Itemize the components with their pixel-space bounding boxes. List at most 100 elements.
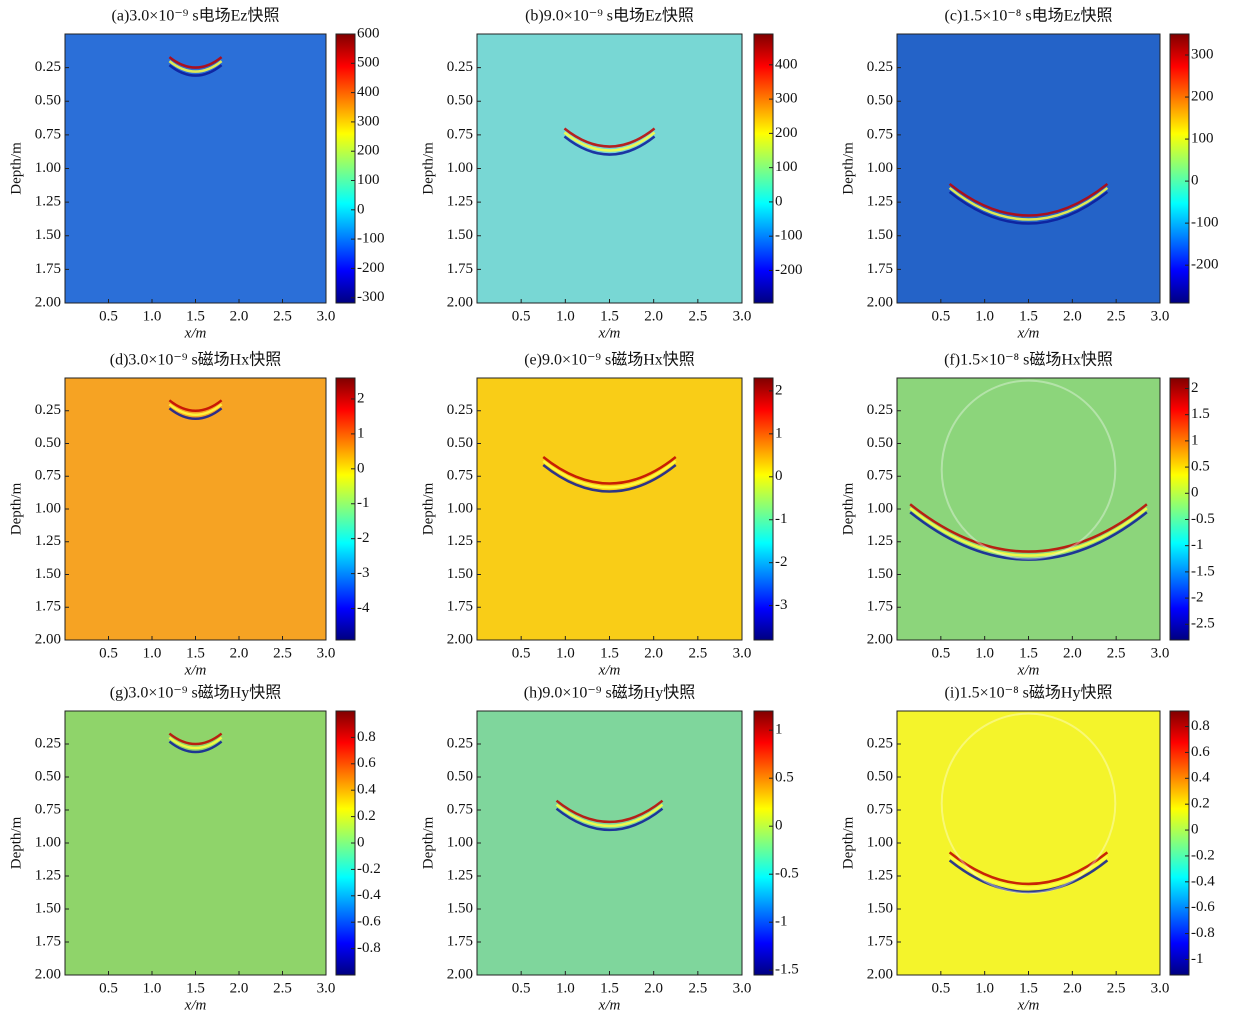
wavefront-band xyxy=(948,859,1109,894)
colorbar-tick-label: 0 xyxy=(775,193,783,209)
y-tick-label: 1.25 xyxy=(867,867,893,883)
x-axis-label: x/m xyxy=(598,997,621,1013)
y-tick-label: 0.75 xyxy=(447,126,473,142)
colorbar-tick-label: 0.2 xyxy=(357,808,376,824)
y-tick-label: 0.50 xyxy=(447,93,473,109)
y-tick-label: 1.25 xyxy=(35,533,61,549)
x-tick-label: 2.5 xyxy=(688,980,707,996)
y-tick-label: 1.25 xyxy=(867,194,893,210)
colorbar-tick-label: 1 xyxy=(775,425,783,441)
y-tick-label: 0.75 xyxy=(35,801,61,817)
colorbar-tick-label: -200 xyxy=(1191,257,1219,273)
wavefront-band xyxy=(948,855,1109,890)
heatmap-field xyxy=(896,33,1161,304)
x-tick-label: 0.5 xyxy=(99,645,118,661)
y-tick-label: 0.25 xyxy=(35,402,61,418)
wavefront-band xyxy=(168,56,223,69)
colorbar-tick-label: 0.2 xyxy=(1191,796,1210,812)
wavefront-band xyxy=(542,456,677,485)
colorbar-tick-label: 0.4 xyxy=(357,782,376,798)
chart-title: (b)9.0×10⁻⁹ s电场Ez快照 xyxy=(525,7,694,25)
wavefront-band xyxy=(168,407,223,420)
chart-title: (a)3.0×10⁻⁹ s电场Ez快照 xyxy=(112,7,280,25)
colorbar-tick-label: -1 xyxy=(357,495,370,511)
y-tick-label: 0.50 xyxy=(35,435,61,451)
wavefront-band xyxy=(563,131,656,152)
x-tick-label: 1.5 xyxy=(1019,645,1038,661)
colorbar-tick-label: 2 xyxy=(1191,380,1199,396)
x-tick-label: 3.0 xyxy=(317,980,336,996)
colorbar-tick-label: 0.8 xyxy=(1191,718,1210,734)
y-axis-label: Depth/m xyxy=(8,482,24,535)
colorbar-tick-label: 1 xyxy=(357,425,365,441)
colorbar-tick-label: 2 xyxy=(775,382,783,398)
colorbar xyxy=(335,33,356,304)
y-tick-label: 0.25 xyxy=(35,735,61,751)
y-tick-label: 0.25 xyxy=(867,59,893,75)
wavefront xyxy=(168,399,223,420)
colorbar-tick-label: -0.5 xyxy=(1191,511,1215,527)
x-axis-label: x/m xyxy=(598,325,621,341)
heatmap-field xyxy=(64,710,327,976)
y-tick-label: 0.25 xyxy=(867,735,893,751)
y-tick-label: 1.00 xyxy=(867,500,893,516)
x-tick-label: 0.5 xyxy=(99,980,118,996)
colorbar-tick-label: 600 xyxy=(357,25,380,41)
colorbar-tick-label: -100 xyxy=(357,231,385,247)
colorbar-tick-label: 100 xyxy=(1191,131,1214,147)
colorbar xyxy=(335,377,356,641)
x-tick-label: 1.0 xyxy=(975,980,994,996)
wavefront xyxy=(948,182,1109,225)
y-tick-label: 1.00 xyxy=(447,500,473,516)
colorbar-tick-label: -2.5 xyxy=(1191,616,1215,632)
colorbar xyxy=(753,377,774,641)
colorbar-tick-label: -200 xyxy=(357,260,385,276)
colorbar-tick-label: 0 xyxy=(357,834,365,850)
colorbar-tick-label: 400 xyxy=(775,56,798,72)
y-tick-label: 1.00 xyxy=(447,834,473,850)
y-tick-label: 2.00 xyxy=(867,966,893,982)
colorbar-tick-label: 1.5 xyxy=(1191,406,1210,422)
y-tick-label: 1.50 xyxy=(447,227,473,243)
colorbar xyxy=(1169,710,1190,976)
y-tick-label: 0.25 xyxy=(447,402,473,418)
colorbar-tick-label: -1.5 xyxy=(775,962,799,978)
y-tick-label: 1.75 xyxy=(867,261,893,277)
colorbar-tick-label: -0.4 xyxy=(1191,873,1215,889)
y-tick-label: 1.75 xyxy=(867,599,893,615)
colorbar xyxy=(1169,377,1190,641)
wavefront-band xyxy=(948,190,1109,225)
wavefront-band xyxy=(948,851,1109,886)
x-tick-label: 3.0 xyxy=(733,308,752,324)
x-tick-label: 2.0 xyxy=(1063,980,1082,996)
y-tick-label: 1.00 xyxy=(35,834,61,850)
y-tick-label: 1.50 xyxy=(35,227,61,243)
x-axis-label: x/m xyxy=(184,662,207,678)
heatmap-field xyxy=(64,33,327,304)
wavefront-band xyxy=(168,736,223,750)
x-axis-label: x/m xyxy=(184,997,207,1013)
y-tick-label: 1.00 xyxy=(35,500,61,516)
heatmap-field xyxy=(476,710,743,976)
colorbar-tick-label: -3 xyxy=(357,565,370,581)
wavefront-band xyxy=(168,399,223,412)
y-tick-label: 0.50 xyxy=(35,768,61,784)
colorbar-tick-label: 0 xyxy=(357,460,365,476)
colorbar-tick-label: 100 xyxy=(775,159,798,175)
x-tick-label: 2.0 xyxy=(644,980,663,996)
wavefront-ring xyxy=(940,379,1117,560)
y-tick-label: 0.50 xyxy=(867,435,893,451)
wavefront-band xyxy=(555,803,664,828)
chart-title: (h)9.0×10⁻⁹ s磁场Hy快照 xyxy=(524,684,696,702)
y-axis-label: Depth/m xyxy=(420,816,436,869)
y-tick-label: 0.50 xyxy=(35,93,61,109)
y-tick-label: 1.00 xyxy=(35,160,61,176)
chart-title: (f)1.5×10⁻⁸ s磁场Hx快照 xyxy=(944,351,1113,369)
x-tick-label: 2.5 xyxy=(1107,980,1126,996)
y-tick-label: 1.50 xyxy=(35,900,61,916)
colorbar-tick-label: -0.6 xyxy=(357,914,381,930)
x-tick-label: 1.0 xyxy=(556,308,575,324)
y-tick-label: 0.75 xyxy=(35,126,61,142)
x-tick-label: 1.0 xyxy=(975,308,994,324)
